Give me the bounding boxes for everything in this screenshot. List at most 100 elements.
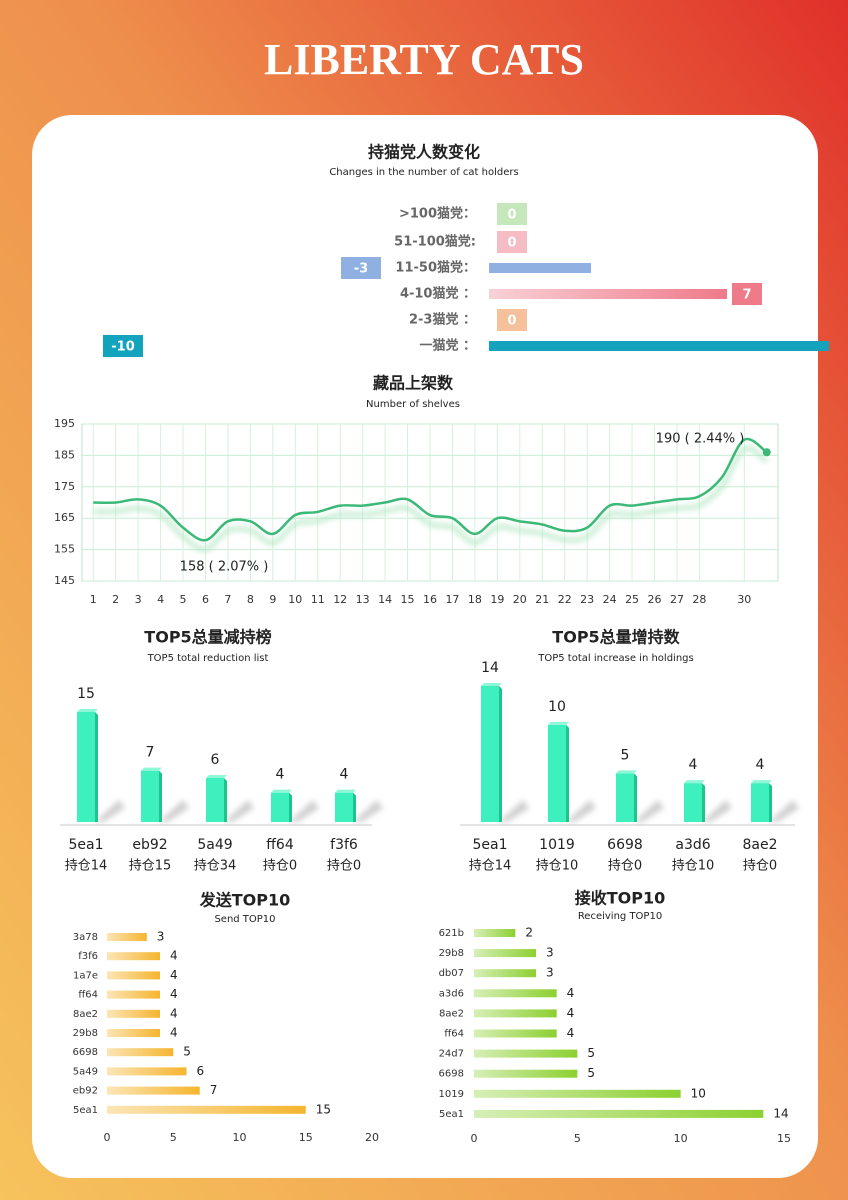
bar — [107, 990, 160, 999]
category-label: eb92 — [132, 837, 167, 853]
x-tick-label: 11 — [311, 593, 325, 606]
x-tick-label: 0 — [471, 1132, 478, 1145]
category-label: 1019 — [539, 837, 575, 853]
category-label: 4-10猫党 ： — [400, 286, 476, 302]
value-label: 7 — [210, 1083, 218, 1097]
value-label: 4 — [170, 1006, 178, 1020]
value-label: 4 — [170, 949, 178, 963]
value-label: 4 — [170, 968, 178, 982]
chart-subtitle: Receiving TOP10 — [578, 911, 662, 922]
value-label: 4 — [567, 986, 575, 1000]
bar-top — [141, 767, 162, 771]
category-label: 6698 — [607, 837, 643, 853]
x-tick-label: 20 — [365, 1131, 379, 1144]
x-tick-label: 27 — [670, 593, 684, 606]
value-label: 5 — [621, 747, 630, 763]
bar — [77, 712, 95, 822]
chart-subtitle: TOP5 total reduction list — [147, 653, 269, 664]
x-tick-label: 19 — [490, 593, 504, 606]
bar-shadow — [634, 800, 664, 822]
value-box — [103, 335, 143, 357]
category-label: ff64 — [78, 990, 98, 1001]
x-tick-label: 2 — [112, 593, 119, 606]
category-label: 2-3猫党 ： — [409, 312, 476, 328]
holding-label: 持仓15 — [129, 859, 172, 874]
bar-top — [335, 789, 356, 793]
value-label: 0 — [507, 236, 516, 251]
bar — [141, 770, 159, 822]
chart-subtitle: Number of shelves — [366, 399, 460, 410]
x-tick-label: 5 — [180, 593, 187, 606]
bar — [107, 1009, 160, 1018]
value-label: 5 — [183, 1045, 191, 1059]
bar-side — [566, 724, 569, 822]
bar — [489, 341, 829, 351]
value-label: 4 — [276, 767, 285, 783]
value-box — [497, 203, 527, 225]
value-label: 7 — [742, 288, 751, 303]
category-label: 5a49 — [197, 837, 232, 853]
value-label: 10 — [548, 699, 566, 715]
x-tick-label: 12 — [333, 593, 347, 606]
category-label: 8ae2 — [742, 837, 777, 853]
category-label: 6698 — [73, 1047, 98, 1058]
category-label: eb92 — [73, 1086, 98, 1097]
value-label: 15 — [316, 1102, 331, 1116]
bar — [271, 792, 289, 822]
category-label: 24d7 — [439, 1049, 464, 1060]
annotation: 158 ( 2.07% ) — [180, 560, 269, 575]
bar — [474, 929, 516, 937]
value-label: 14 — [481, 660, 499, 676]
holding-label: 持仓34 — [194, 859, 237, 874]
bar-shadow — [353, 800, 383, 822]
x-tick-label: 3 — [135, 593, 142, 606]
value-label: 4 — [689, 757, 698, 773]
value-label: 14 — [773, 1106, 788, 1120]
bar — [474, 969, 536, 978]
value-box — [497, 231, 527, 253]
x-tick-label: 0 — [104, 1131, 111, 1144]
chart-subtitle: Changes in the number of cat holders — [329, 167, 518, 178]
chart-title: 发送TOP10 — [199, 891, 291, 910]
bar-shadow — [95, 800, 125, 822]
bar-side — [769, 783, 772, 822]
bar-side — [634, 773, 637, 822]
value-label: 6 — [211, 752, 220, 768]
bar-top — [77, 709, 98, 712]
x-tick-label: 14 — [378, 593, 392, 606]
category-label: 11-50猫党： — [395, 260, 476, 276]
x-tick-label: 24 — [603, 593, 617, 606]
category-label: 29b8 — [73, 1028, 98, 1039]
x-tick-label: 16 — [423, 593, 437, 606]
value-label: 4 — [567, 1006, 575, 1020]
value-box — [732, 283, 762, 305]
value-label: -10 — [111, 340, 135, 355]
bar — [489, 263, 591, 273]
value-label: 4 — [756, 757, 765, 773]
category-label: 8ae2 — [439, 1008, 464, 1019]
holding-label: 持仓0 — [327, 859, 361, 874]
bar-shadow — [702, 800, 732, 822]
holding-label: 持仓0 — [608, 859, 642, 874]
value-box — [341, 257, 381, 279]
category-label: a3d6 — [439, 988, 464, 999]
bar — [474, 1089, 681, 1098]
bar-top — [548, 721, 569, 725]
category-label: 6698 — [439, 1069, 464, 1080]
y-tick-label: 165 — [54, 511, 75, 524]
category-label: f3f6 — [330, 837, 358, 853]
x-tick-label: 5 — [170, 1131, 177, 1144]
x-tick-label: 15 — [299, 1131, 313, 1144]
card — [32, 115, 818, 1178]
category-label: 621b — [439, 928, 464, 939]
annotation: 190 ( 2.44% ) — [656, 432, 745, 447]
x-tick-label: 10 — [674, 1132, 688, 1145]
category-label: f3f6 — [78, 951, 98, 962]
bar-shadow — [769, 800, 799, 822]
y-tick-label: 195 — [54, 417, 75, 430]
bar-side — [499, 686, 502, 822]
x-tick-label: 1 — [90, 593, 97, 606]
holding-label: 持仓10 — [536, 859, 579, 874]
bar — [107, 971, 160, 980]
